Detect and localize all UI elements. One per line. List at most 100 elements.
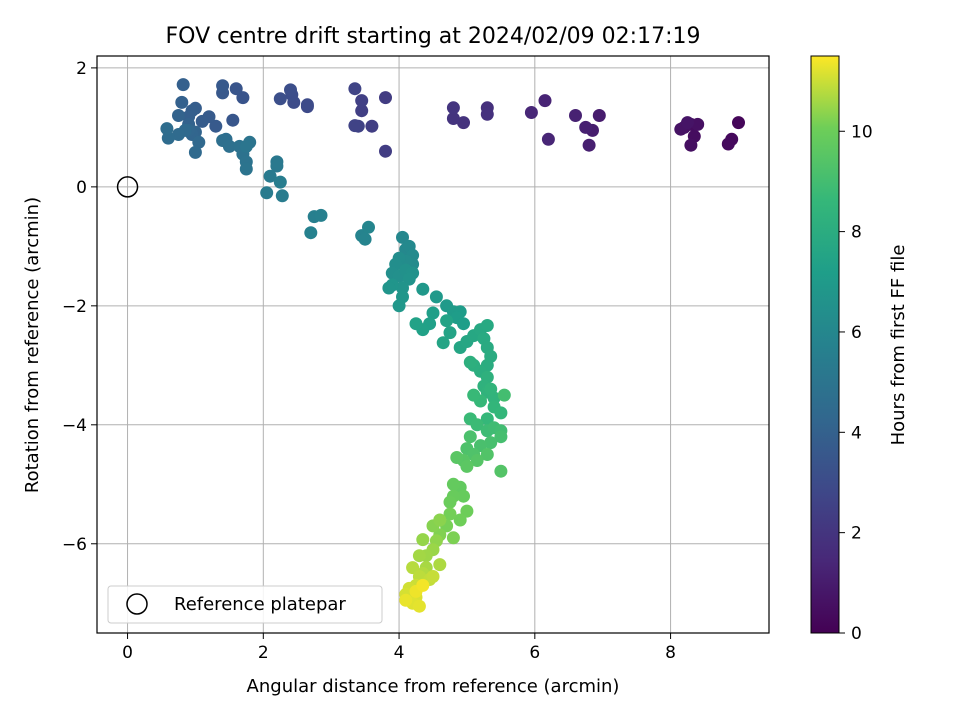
plot-frame	[96, 55, 770, 634]
data-point	[494, 406, 508, 420]
data-point	[460, 504, 474, 518]
data-point	[226, 113, 240, 127]
data-point	[304, 226, 318, 240]
x-axis-label: Angular distance from reference (arcmin)	[247, 676, 620, 697]
data-point	[474, 439, 487, 453]
legend-box	[107, 585, 383, 624]
data-point	[582, 138, 596, 152]
data-point	[348, 119, 362, 133]
data-point	[239, 139, 253, 153]
data-point	[172, 128, 185, 141]
scatter-points	[160, 78, 745, 613]
data-point	[273, 175, 287, 189]
data-point	[379, 144, 392, 158]
data-point	[524, 106, 538, 119]
data-point	[443, 326, 457, 340]
data-point	[195, 114, 209, 128]
reference-point-marker	[116, 176, 139, 198]
data-point	[450, 451, 464, 464]
data-point	[300, 98, 314, 112]
data-point	[260, 186, 274, 200]
x-tick-label: 4	[394, 643, 405, 663]
y-tick-label: −2	[62, 297, 87, 317]
colorbar-tick-label: 6	[851, 323, 862, 343]
colorbar-tick-label: 4	[851, 423, 862, 443]
x-tick-label: 2	[258, 643, 269, 663]
data-point	[436, 336, 450, 350]
data-point	[446, 477, 460, 491]
data-point	[463, 355, 477, 369]
colorbar-tick-label: 8	[851, 223, 862, 243]
data-point	[412, 549, 426, 563]
data-point	[188, 145, 202, 159]
data-point	[592, 109, 606, 122]
colorbar-tick-label: 10	[851, 122, 873, 142]
data-point	[402, 272, 416, 286]
data-point	[416, 578, 430, 592]
data-point	[446, 101, 460, 115]
data-point	[480, 412, 494, 426]
data-point	[443, 495, 457, 509]
data-point	[172, 109, 185, 122]
data-point	[416, 533, 430, 547]
data-point	[457, 116, 470, 130]
chart-title: FOV centre drift starting at 2024/02/09 …	[166, 24, 701, 49]
data-point	[681, 116, 694, 130]
data-point	[457, 317, 470, 331]
data-point	[446, 112, 460, 125]
colorbar-tick-label: 0	[851, 624, 862, 644]
data-point	[355, 104, 369, 118]
data-point	[494, 430, 508, 444]
x-tick-label: 0	[122, 643, 133, 663]
data-point	[467, 388, 481, 402]
y-tick-label: −4	[62, 416, 87, 436]
data-point	[412, 599, 426, 613]
legend-label-reference: Reference platepar	[174, 594, 346, 615]
data-point	[392, 299, 406, 313]
data-point	[409, 317, 423, 331]
data-point	[348, 82, 362, 96]
y-axis-label: Rotation from reference (arcmin)	[22, 197, 43, 493]
data-point	[229, 82, 243, 96]
data-point	[433, 513, 447, 527]
data-point	[579, 120, 593, 134]
x-tick-label: 6	[529, 643, 540, 663]
data-point	[284, 83, 297, 97]
data-point	[161, 131, 175, 145]
data-point	[263, 169, 277, 183]
data-point	[160, 122, 174, 136]
data-point	[176, 78, 190, 92]
data-point	[275, 189, 289, 203]
y-axis-ticks: −6 −4 −2 0 2	[62, 59, 97, 555]
data-point	[396, 230, 409, 244]
data-point	[691, 117, 705, 131]
data-point	[494, 464, 508, 478]
data-point	[236, 91, 250, 105]
data-point	[463, 430, 477, 444]
colorbar-label: Hours from first FF file	[888, 245, 909, 446]
legend-marker-reference	[126, 593, 148, 615]
x-tick-label: 8	[665, 643, 676, 663]
data-point	[569, 109, 582, 122]
data-point	[480, 107, 494, 121]
data-point	[270, 159, 284, 173]
data-point	[175, 95, 189, 109]
data-point	[429, 290, 443, 304]
data-point	[314, 208, 328, 222]
data-point	[443, 507, 457, 521]
data-point	[426, 306, 440, 320]
data-point	[396, 281, 409, 295]
data-point	[273, 92, 287, 106]
x-axis-ticks: 0 2 4 6 8	[122, 633, 676, 663]
y-tick-label: −6	[62, 535, 87, 555]
data-point	[684, 138, 698, 152]
data-point	[480, 319, 494, 332]
data-point	[457, 489, 470, 503]
data-point	[216, 79, 230, 93]
legend[interactable]: Reference platepar	[107, 585, 383, 624]
data-point	[426, 570, 440, 583]
data-point	[453, 513, 467, 527]
colorbar-tick-label: 2	[851, 524, 862, 544]
data-point	[538, 94, 552, 108]
